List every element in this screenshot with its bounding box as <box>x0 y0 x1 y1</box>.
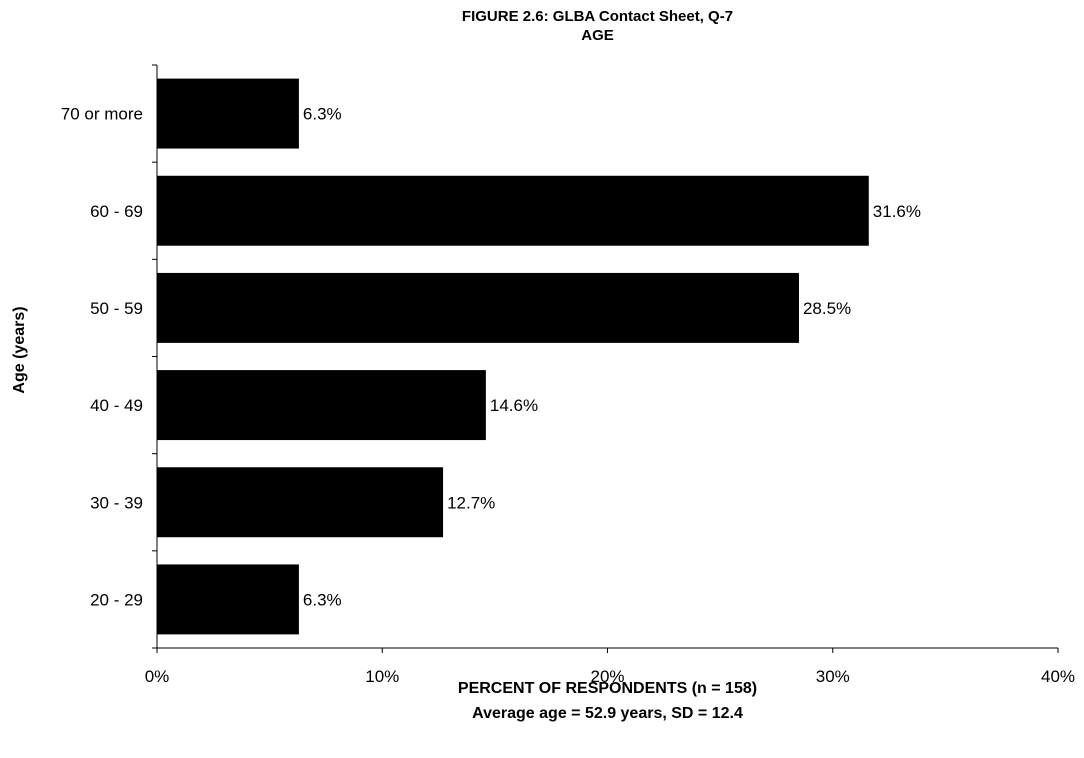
x-axis-label: PERCENT OF RESPONDENTS (n = 158) <box>457 680 758 697</box>
x-tick-label: 20% <box>590 667 624 686</box>
x-tick-label: 30% <box>816 667 850 686</box>
bar <box>157 78 299 149</box>
x-tick-label: 0% <box>145 667 170 686</box>
y-tick-label: 30 - 39 <box>90 493 143 512</box>
axes-group: 70 or more 60 - 69 50 - 59 40 - 49 30 - 39 20… <box>61 64 1075 686</box>
bar <box>157 467 444 538</box>
bar <box>157 272 799 343</box>
bar <box>157 370 486 441</box>
x-tick-label: 40% <box>1041 667 1075 686</box>
x-axis-note: Average age = 52.9 years, SD = 12.4 <box>472 705 743 722</box>
y-tick-label: 40 - 49 <box>90 396 143 415</box>
chart-subtitle: AGE <box>581 27 614 44</box>
chart-title: FIGURE 2.6: GLBA Contact Sheet, Q-7 <box>461 8 734 25</box>
bar <box>157 564 299 635</box>
y-tick-label: 60 - 69 <box>90 202 143 221</box>
bar <box>157 175 869 246</box>
data-label: 6.3% <box>303 105 342 124</box>
y-axis-label: Age (years) <box>11 306 28 394</box>
y-tick-label: 20 - 29 <box>90 590 143 609</box>
y-tick-label: 70 or more <box>61 105 143 124</box>
bars-group: 6.3% 31.6% 28.5% 14.6% 12.7% 6.3% <box>157 78 921 635</box>
data-label: 12.7% <box>447 493 495 512</box>
data-label: 31.6% <box>873 202 921 221</box>
data-label: 14.6% <box>490 396 538 415</box>
x-tick-label: 10% <box>365 667 399 686</box>
y-tick-label: 50 - 59 <box>90 299 143 318</box>
data-label: 28.5% <box>803 299 851 318</box>
data-label: 6.3% <box>303 590 342 609</box>
